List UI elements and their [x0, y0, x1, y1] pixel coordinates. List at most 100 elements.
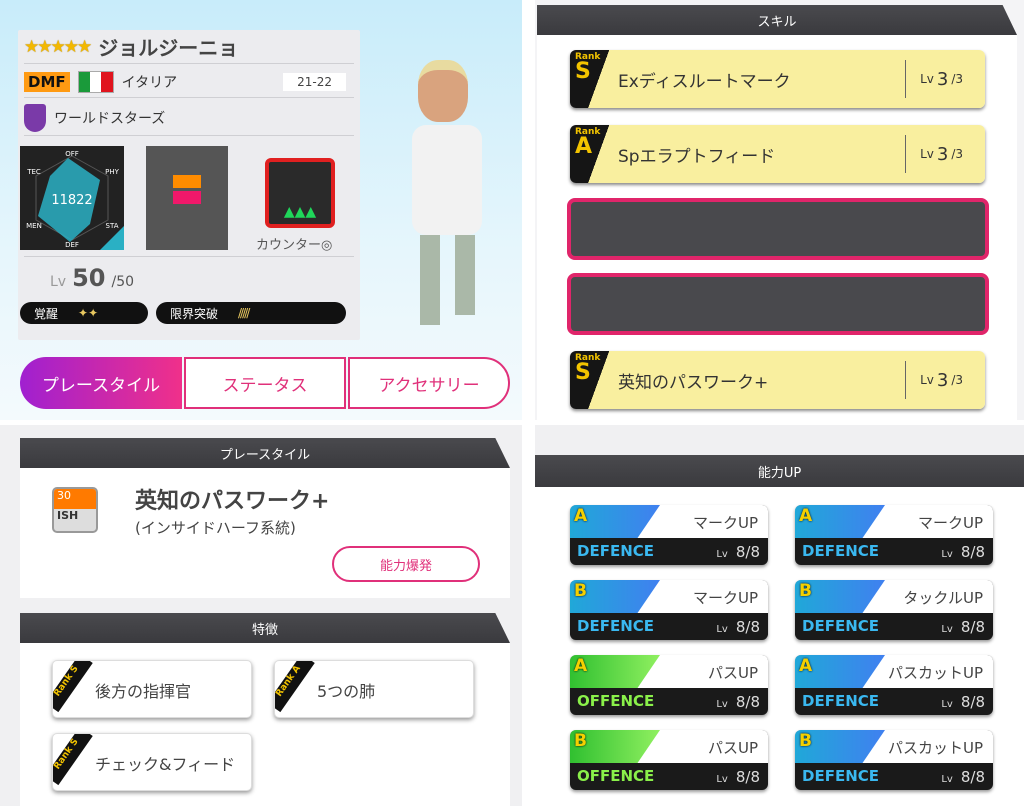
ability-name: マークUP — [692, 514, 758, 532]
ability-grade: A — [574, 506, 588, 526]
position-map — [146, 146, 228, 250]
ability-name: マークUP — [917, 514, 983, 532]
ability-card[interactable]: B パスUP OFFENCE Lv 8/8 — [570, 730, 768, 790]
empty-skill-slot[interactable] — [567, 198, 989, 260]
ability-level: Lv 8/8 — [716, 543, 760, 561]
skill-level: Lv 3/3 — [905, 135, 963, 173]
playstyle-sub: (インサイドハーフ系統) — [135, 519, 296, 537]
level-max: /50 — [111, 274, 135, 290]
skill-name: 英知のパスワーク+ — [618, 372, 769, 393]
radar-label: DEF — [65, 241, 79, 249]
ability-grade: B — [799, 581, 812, 601]
ability-level: Lv 8/8 — [716, 693, 760, 711]
ability-level: Lv 8/8 — [716, 768, 760, 786]
level-value: 50 — [72, 264, 106, 292]
rank-label: Rank — [575, 127, 601, 137]
radar-label: TEC — [26, 168, 41, 176]
skill-level: Lv 3/3 — [905, 60, 963, 98]
ability-grade: A — [799, 656, 813, 676]
radar-label: OFF — [65, 150, 79, 158]
level-label: Lv — [50, 274, 67, 290]
awaken-stars-icon: ✦✦ — [78, 306, 99, 320]
ability-card[interactable]: B マークUP DEFENCE Lv 8/8 — [570, 580, 768, 640]
radar-chart[interactable]: OFF PHY STA DEF MEN TEC 11822 — [20, 146, 124, 250]
ability-card[interactable]: B パスカットUP DEFENCE Lv 8/8 — [795, 730, 993, 790]
ability-category: DEFENCE — [577, 542, 654, 560]
ability-grade: B — [799, 731, 812, 751]
player-card: ★★★★★ ジョルジーニョ DMF イタリア 21-22 ワールドスターズ OF… — [18, 30, 360, 340]
rarity-stars: ★★★★★ — [24, 36, 92, 57]
player-panel: ★★★★★ ジョルジーニョ DMF イタリア 21-22 ワールドスターズ OF… — [0, 0, 522, 420]
position-badge: DMF — [24, 71, 70, 92]
ability-grade: A — [799, 506, 813, 526]
ability-card[interactable]: A マークUP DEFENCE Lv 8/8 — [795, 505, 993, 565]
awaken-label: 覚醒 — [34, 306, 59, 321]
skill-rank: S — [575, 360, 591, 385]
ability-grade: B — [574, 731, 587, 751]
team-name: ワールドスターズ — [54, 110, 166, 127]
limit-break-label: 限界突破 — [170, 306, 219, 321]
rank-label: Rank — [575, 52, 601, 62]
country: イタリア — [121, 74, 178, 91]
empty-skill-slot[interactable] — [567, 273, 989, 335]
ability-level: Lv 8/8 — [716, 618, 760, 636]
skill-card[interactable]: Rank S 英知のパスワーク+ Lv 3/3 — [570, 351, 985, 409]
ability-name: マークUP — [692, 589, 758, 607]
abilities-header: 能力UP — [535, 455, 1024, 487]
skill-card[interactable]: Rank S Exディスルートマーク Lv 3/3 — [570, 50, 985, 108]
radar-label: MEN — [26, 222, 42, 230]
trait-card[interactable]: Rank S チェック&フィード — [52, 733, 252, 791]
radar-label: STA — [106, 222, 119, 230]
playstyle-name: 英知のパスワーク+ — [135, 489, 330, 514]
ability-level: Lv 8/8 — [941, 618, 985, 636]
ability-category: OFFENCE — [577, 767, 655, 785]
ability-name: パスUP — [707, 739, 758, 757]
trait-card[interactable]: Rank S 後方の指揮官 — [52, 660, 252, 718]
player-avatar — [400, 40, 500, 340]
team-emblem-icon — [24, 103, 46, 132]
ability-category: OFFENCE — [577, 692, 655, 710]
ability-category: DEFENCE — [577, 617, 654, 635]
ability-grade: A — [574, 656, 588, 676]
ability-card[interactable]: A パスカットUP DEFENCE Lv 8/8 — [795, 655, 993, 715]
total-power: 11822 — [51, 193, 92, 208]
ability-level: Lv 8/8 — [941, 693, 985, 711]
skills-header: スキル — [537, 5, 1017, 35]
ability-card[interactable]: A マークUP DEFENCE Lv 8/8 — [570, 505, 768, 565]
playstyle-icon: 30 ISH — [52, 487, 98, 533]
ability-category: DEFENCE — [802, 692, 879, 710]
tab-accessory[interactable]: アクセサリー — [348, 357, 510, 409]
ability-grade: B — [574, 581, 587, 601]
skill-name: Exディスルートマーク — [618, 71, 791, 92]
skill-rank: A — [575, 134, 593, 159]
tab-status[interactable]: ステータス — [184, 357, 346, 409]
trait-card[interactable]: Rank A 5つの肺 — [274, 660, 474, 718]
ability-name: タックルUP — [903, 589, 983, 607]
limit-break-bars-icon: ///// — [238, 306, 250, 320]
counter-tactic-icon: ▲▲▲ — [265, 158, 335, 228]
playstyle-header: プレースタイル — [20, 438, 510, 468]
skill-name: Spエラプトフィード — [618, 146, 776, 167]
radar-label: PHY — [105, 168, 119, 176]
ability-name: パスカットUP — [887, 664, 983, 682]
ability-category: DEFENCE — [802, 767, 879, 785]
ability-category: DEFENCE — [802, 542, 879, 560]
ability-level: Lv 8/8 — [941, 543, 985, 561]
season: 21-22 — [283, 72, 346, 91]
italy-flag-icon — [77, 70, 114, 93]
tab-playstyle[interactable]: プレースタイル — [20, 357, 182, 409]
ability-card[interactable]: B タックルUP DEFENCE Lv 8/8 — [795, 580, 993, 640]
ability-name: パスUP — [707, 664, 758, 682]
skill-level: Lv 3/3 — [905, 361, 963, 399]
player-name: ジョルジーニョ — [98, 36, 239, 60]
tactic-label: カウンター◎ — [256, 238, 333, 253]
ability-category: DEFENCE — [802, 617, 879, 635]
ability-burst-button[interactable]: 能力爆発 — [332, 546, 480, 582]
skill-rank: S — [575, 59, 591, 84]
ability-level: Lv 8/8 — [941, 768, 985, 786]
playstyle-panel: プレースタイル 30 ISH 英知のパスワーク+ (インサイドハーフ系統) 能力… — [0, 425, 522, 806]
ability-card[interactable]: A パスUP OFFENCE Lv 8/8 — [570, 655, 768, 715]
traits-header: 特徴 — [20, 613, 510, 643]
skill-card[interactable]: Rank A Spエラプトフィード Lv 3/3 — [570, 125, 985, 183]
rank-label: Rank — [575, 353, 601, 363]
